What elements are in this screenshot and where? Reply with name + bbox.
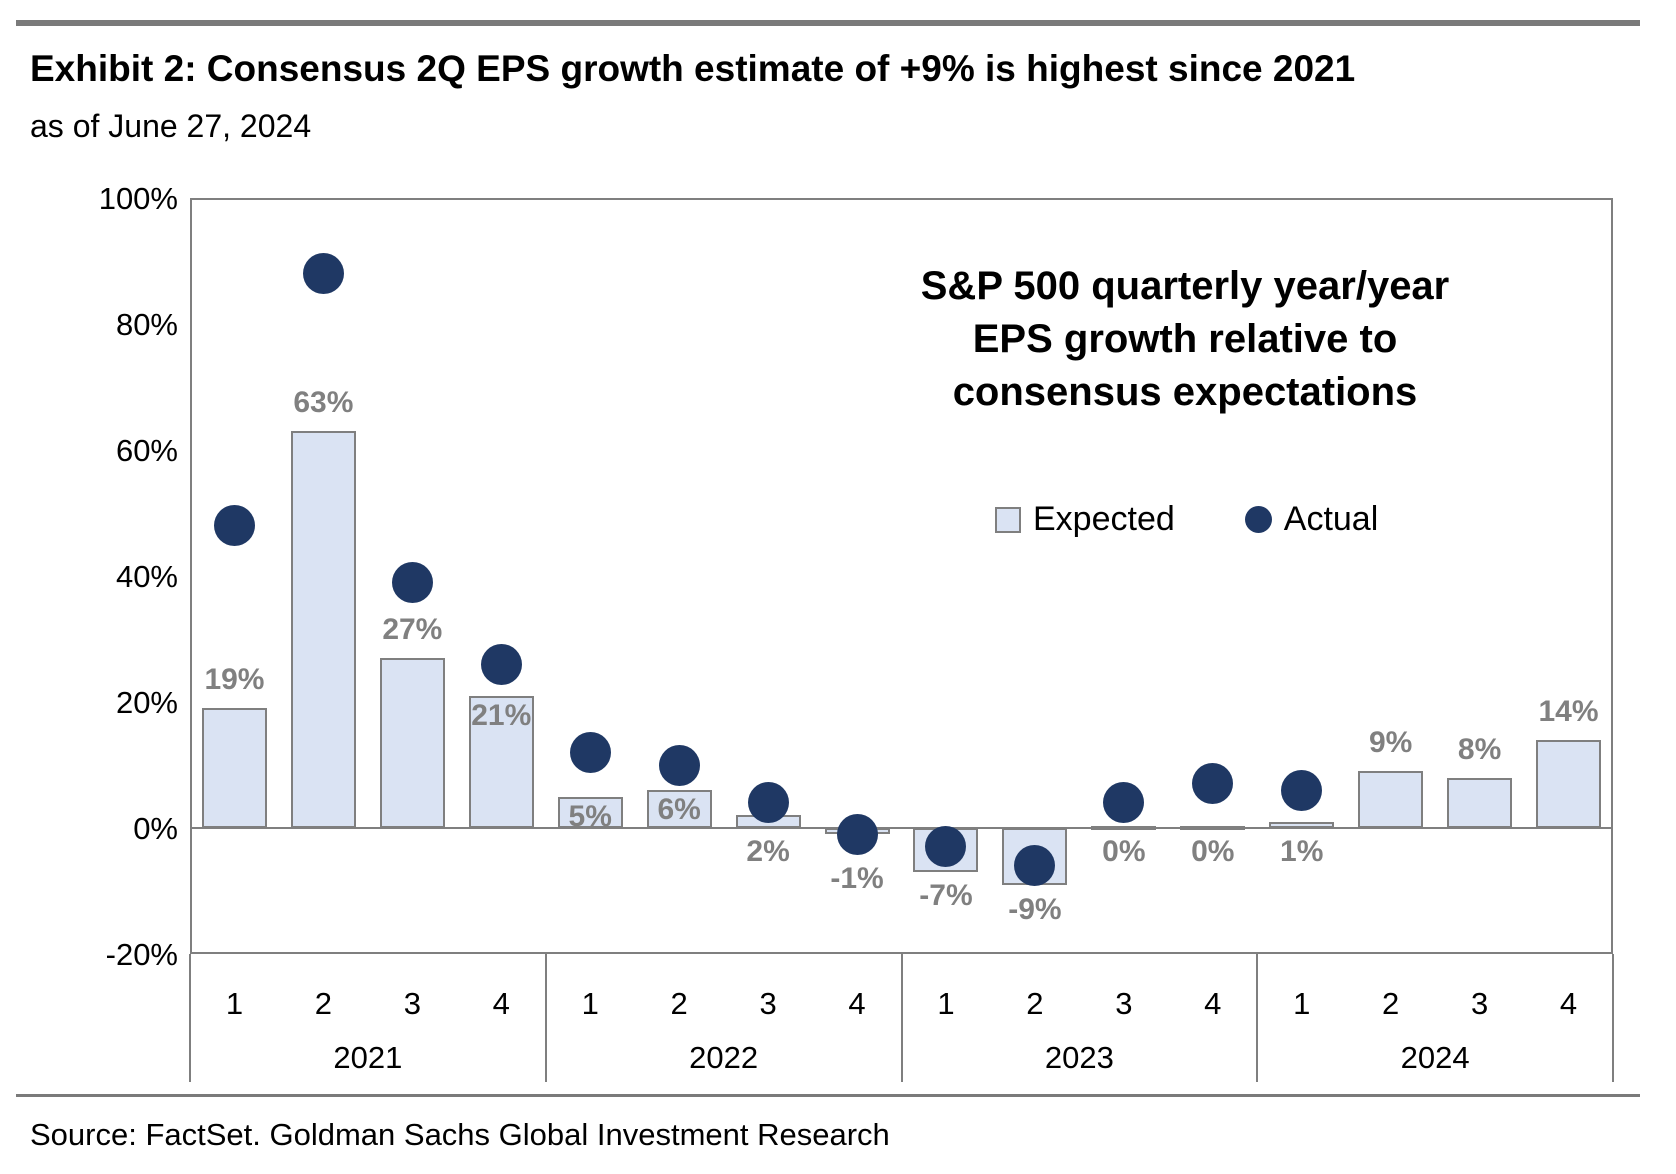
x-tick-quarter-2024-q1: 1 bbox=[1293, 986, 1311, 1021]
bar-value-label-2023-q1: -7% bbox=[919, 879, 973, 913]
expected-bar-2024-q3 bbox=[1447, 777, 1513, 828]
top-divider-rule bbox=[16, 20, 1640, 26]
chart-legend: Expected Actual bbox=[995, 500, 1378, 539]
actual-dot-2023-q3 bbox=[1103, 782, 1145, 824]
actual-dot-2021-q4 bbox=[480, 643, 522, 685]
x-axis-separator-1 bbox=[544, 954, 547, 1082]
expected-bar-2024-q1 bbox=[1269, 821, 1335, 828]
footer-divider-rule bbox=[16, 1094, 1640, 1097]
bar-value-label-2022-q2: 6% bbox=[657, 793, 701, 827]
bar-value-label-2024-q1: 1% bbox=[1280, 835, 1324, 868]
source-note: Source: FactSet. Goldman Sachs Global In… bbox=[30, 1117, 890, 1152]
x-tick-quarter-2024-q3: 3 bbox=[1470, 986, 1489, 1021]
expected-bar-2021-q1 bbox=[201, 708, 267, 828]
legend-item-actual: Actual bbox=[1244, 500, 1379, 539]
actual-dot-2021-q3 bbox=[391, 561, 433, 603]
expected-bar-2021-q2 bbox=[290, 431, 356, 828]
x-tick-quarter-2021-q4: 4 bbox=[492, 986, 510, 1021]
expected-bar-2023-q4 bbox=[1180, 826, 1246, 830]
x-axis-separator-3 bbox=[1256, 954, 1259, 1082]
y-axis-tick-label-0: 0% bbox=[133, 811, 178, 846]
plot-border bbox=[190, 198, 1613, 954]
legend-actual-label: Actual bbox=[1283, 500, 1379, 538]
chart-annotation-line2: EPS growth relative to bbox=[972, 317, 1398, 361]
bar-value-label-2023-q3: 0% bbox=[1102, 835, 1146, 868]
x-tick-quarter-2024-q2: 2 bbox=[1382, 986, 1400, 1021]
actual-dot-2022-q1 bbox=[569, 731, 611, 773]
expected-bar-2021-q3 bbox=[379, 657, 445, 828]
x-tick-quarter-2022-q3: 3 bbox=[759, 986, 777, 1021]
expected-bar-2021-q4 bbox=[468, 695, 534, 828]
x-tick-quarter-2023-q4: 4 bbox=[1204, 986, 1222, 1021]
actual-dot-2024-q1 bbox=[1281, 769, 1323, 811]
actual-dot-2023-q2 bbox=[1014, 845, 1056, 887]
actual-dot-2021-q1 bbox=[213, 505, 255, 547]
x-tick-quarter-2021-q2: 2 bbox=[314, 986, 333, 1021]
x-tick-quarter-2022-q4: 4 bbox=[848, 986, 866, 1021]
x-axis-separator-2 bbox=[900, 954, 903, 1082]
y-axis-tick-label-60: 60% bbox=[115, 433, 178, 468]
exhibit-subtitle: as of June 27, 2024 bbox=[30, 108, 312, 144]
actual-dot-2022-q2 bbox=[658, 744, 700, 786]
expected-bar-2024-q2 bbox=[1358, 771, 1424, 828]
x-axis-separator-0 bbox=[189, 954, 191, 1082]
expected-bar-2022-q1 bbox=[557, 796, 623, 828]
x-tick-quarter-2023-q2: 2 bbox=[1026, 986, 1044, 1021]
actual-swatch-icon bbox=[1244, 506, 1272, 533]
y-axis-tick-label-40: 40% bbox=[115, 559, 178, 594]
y-axis-tick-label-20: 20% bbox=[115, 685, 178, 720]
exhibit-title: Exhibit 2: Consensus 2Q EPS growth estim… bbox=[30, 48, 1356, 89]
zero-baseline bbox=[190, 827, 1613, 829]
x-tick-quarter-2021-q3: 3 bbox=[403, 986, 421, 1021]
bar-value-label-2021-q4: 21% bbox=[471, 698, 532, 732]
bar-value-label-2024-q4: 14% bbox=[1538, 694, 1599, 728]
expected-bar-2022-q2 bbox=[646, 790, 712, 828]
expected-swatch-icon bbox=[995, 506, 1021, 533]
bar-value-label-2022-q1: 5% bbox=[568, 799, 612, 833]
bar-value-label-2021-q1: 19% bbox=[204, 663, 265, 697]
x-axis-year-label-2022: 2022 bbox=[689, 1040, 759, 1075]
x-axis-year-label-2024: 2024 bbox=[1400, 1040, 1470, 1075]
bar-value-label-2022-q4: -1% bbox=[830, 861, 884, 895]
legend-item-expected: Expected bbox=[995, 500, 1175, 539]
bar-value-label-2021-q3: 27% bbox=[382, 612, 443, 646]
x-tick-quarter-2021-q1: 1 bbox=[225, 986, 244, 1021]
bar-value-label-2023-q4: 0% bbox=[1191, 835, 1235, 868]
y-axis-tick-label-80: 80% bbox=[115, 307, 178, 342]
x-tick-quarter-2023-q3: 3 bbox=[1115, 986, 1133, 1021]
actual-dot-2022-q3 bbox=[747, 782, 789, 824]
legend-expected-label: Expected bbox=[1033, 500, 1175, 538]
actual-dot-2022-q4 bbox=[836, 813, 878, 855]
bar-value-label-2023-q2: -9% bbox=[1008, 893, 1062, 927]
x-tick-quarter-2022-q1: 1 bbox=[581, 986, 599, 1021]
y-axis-tick-label--20: -20% bbox=[105, 937, 178, 972]
expected-bar-2023-q3 bbox=[1091, 826, 1157, 830]
x-axis-year-label-2023: 2023 bbox=[1044, 1040, 1114, 1075]
actual-dot-2021-q2 bbox=[302, 253, 344, 295]
x-tick-quarter-2023-q1: 1 bbox=[937, 986, 955, 1021]
chart-annotation-line3: consensus expectations bbox=[952, 370, 1418, 414]
x-tick-quarter-2022-q2: 2 bbox=[670, 986, 688, 1021]
chart-annotation-line1: S&P 500 quarterly year/year bbox=[920, 264, 1450, 308]
bar-value-label-2021-q2: 63% bbox=[293, 386, 354, 420]
x-axis-year-label-2021: 2021 bbox=[333, 1040, 403, 1075]
actual-dot-2023-q1 bbox=[925, 826, 967, 868]
bar-value-label-2024-q2: 9% bbox=[1368, 726, 1413, 760]
x-tick-quarter-2024-q4: 4 bbox=[1559, 986, 1578, 1021]
bar-value-label-2024-q3: 8% bbox=[1457, 732, 1502, 766]
y-axis-tick-label-100: 100% bbox=[98, 181, 178, 216]
actual-dot-2023-q4 bbox=[1192, 763, 1234, 805]
expected-bar-2024-q4 bbox=[1536, 739, 1602, 828]
chart-annotation: S&P 500 quarterly year/year EPS growth r… bbox=[845, 260, 1525, 419]
bar-value-label-2022-q3: 2% bbox=[746, 835, 790, 868]
x-axis-separator-4 bbox=[1612, 954, 1614, 1082]
